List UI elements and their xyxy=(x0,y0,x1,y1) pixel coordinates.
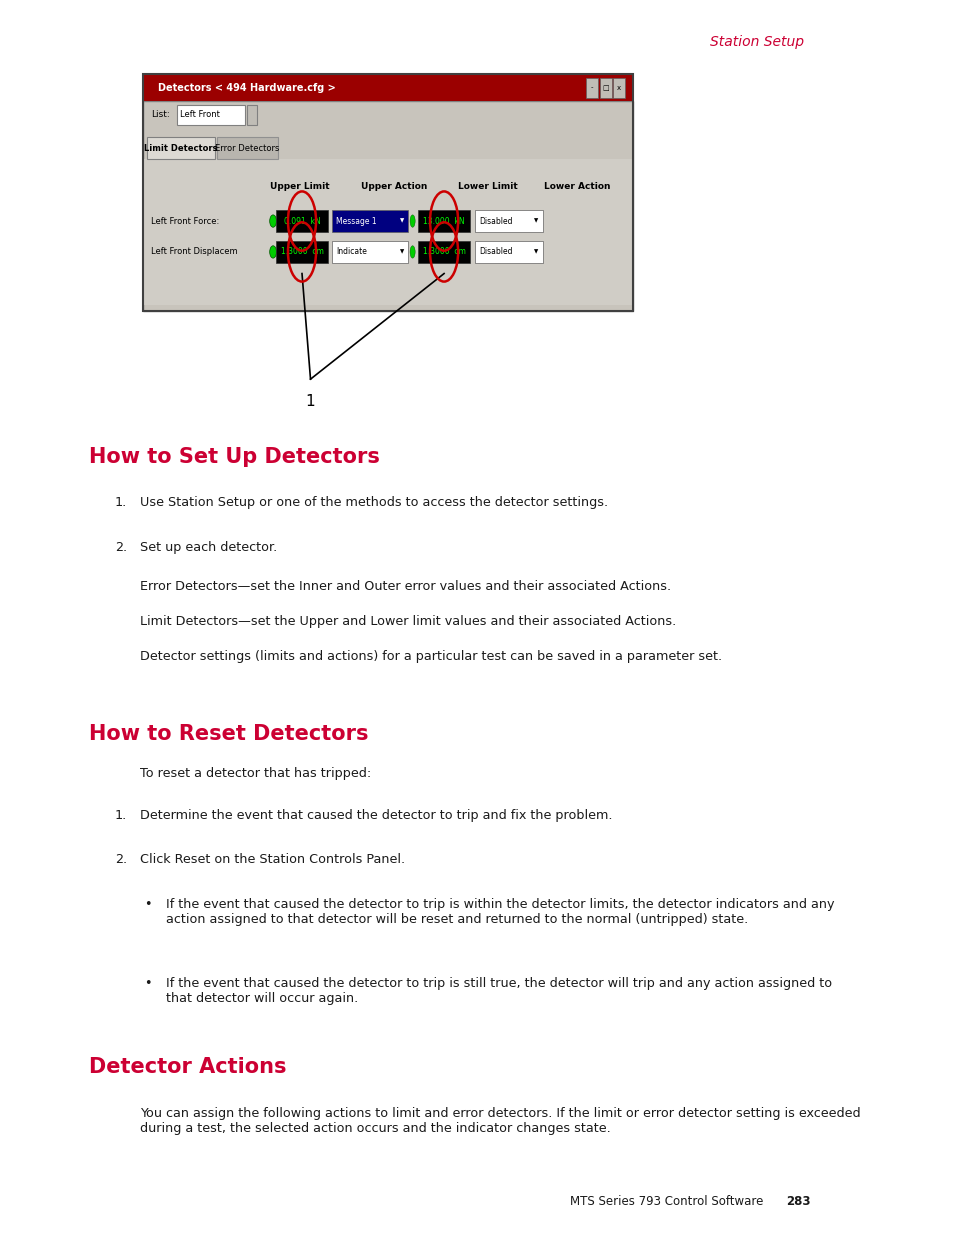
FancyBboxPatch shape xyxy=(332,241,408,263)
Text: 13.000  kN: 13.000 kN xyxy=(423,216,464,226)
Text: Upper Limit: Upper Limit xyxy=(271,182,330,191)
Text: 1.3000  cm: 1.3000 cm xyxy=(280,247,323,257)
Text: 1.: 1. xyxy=(114,496,127,510)
Text: Message 1: Message 1 xyxy=(335,216,376,226)
Ellipse shape xyxy=(270,246,276,258)
FancyBboxPatch shape xyxy=(599,78,611,98)
Text: -: - xyxy=(590,85,593,90)
Text: Detector Actions: Detector Actions xyxy=(90,1057,287,1077)
FancyBboxPatch shape xyxy=(417,241,470,263)
Text: •: • xyxy=(145,977,152,990)
Text: 283: 283 xyxy=(785,1194,810,1208)
Ellipse shape xyxy=(410,246,415,258)
Text: 2.: 2. xyxy=(114,853,127,867)
Text: Error Detectors: Error Detectors xyxy=(215,143,279,153)
Text: You can assign the following actions to limit and error detectors. If the limit : You can assign the following actions to … xyxy=(140,1107,861,1135)
Ellipse shape xyxy=(410,215,415,227)
FancyBboxPatch shape xyxy=(613,78,624,98)
Text: ▼: ▼ xyxy=(399,249,404,254)
FancyBboxPatch shape xyxy=(276,241,327,263)
Text: Use Station Setup or one of the methods to access the detector settings.: Use Station Setup or one of the methods … xyxy=(140,496,608,510)
Text: 1.3000  cm: 1.3000 cm xyxy=(422,247,465,257)
Text: How to Set Up Detectors: How to Set Up Detectors xyxy=(90,447,380,467)
Text: Left Front: Left Front xyxy=(179,110,219,120)
Text: Determine the event that caused the detector to trip and fix the problem.: Determine the event that caused the dete… xyxy=(140,809,612,823)
Text: If the event that caused the detector to trip is still true, the detector will t: If the event that caused the detector to… xyxy=(166,977,831,1005)
Text: MTS Series 793 Control Software: MTS Series 793 Control Software xyxy=(569,1194,762,1208)
Text: ▼: ▼ xyxy=(399,219,404,224)
Text: If the event that caused the detector to trip is within the detector limits, the: If the event that caused the detector to… xyxy=(166,898,834,926)
Text: Left Front Force:: Left Front Force: xyxy=(152,216,219,226)
Text: Detectors < 494 Hardware.cfg >: Detectors < 494 Hardware.cfg > xyxy=(158,83,335,93)
FancyBboxPatch shape xyxy=(247,105,256,125)
Text: Disabled: Disabled xyxy=(478,247,512,257)
FancyBboxPatch shape xyxy=(216,137,278,159)
Text: List:: List: xyxy=(152,110,170,120)
FancyBboxPatch shape xyxy=(276,210,327,232)
Text: 1: 1 xyxy=(305,394,315,409)
Text: Lower Limit: Lower Limit xyxy=(457,182,517,191)
Text: Left Front Displacem: Left Front Displacem xyxy=(152,247,238,257)
Text: Indicate: Indicate xyxy=(335,247,367,257)
Text: Click Reset on the Station Controls Panel.: Click Reset on the Station Controls Pane… xyxy=(140,853,405,867)
Text: Limit Detectors—set the Upper and Lower limit values and their associated Action: Limit Detectors—set the Upper and Lower … xyxy=(140,615,676,629)
Text: ▼: ▼ xyxy=(534,249,537,254)
FancyBboxPatch shape xyxy=(585,78,598,98)
FancyBboxPatch shape xyxy=(475,241,542,263)
Text: How to Reset Detectors: How to Reset Detectors xyxy=(90,724,369,743)
Text: 2.: 2. xyxy=(114,541,127,555)
FancyBboxPatch shape xyxy=(332,210,408,232)
Text: Error Detectors—set the Inner and Outer error values and their associated Action: Error Detectors—set the Inner and Outer … xyxy=(140,580,671,594)
Ellipse shape xyxy=(270,215,276,227)
FancyBboxPatch shape xyxy=(475,210,542,232)
Text: Station Setup: Station Setup xyxy=(709,35,803,48)
FancyBboxPatch shape xyxy=(144,159,632,305)
Text: •: • xyxy=(145,898,152,911)
Text: ▼: ▼ xyxy=(534,219,537,224)
Text: Upper Action: Upper Action xyxy=(360,182,427,191)
FancyBboxPatch shape xyxy=(147,137,215,159)
Text: 0.091  kN: 0.091 kN xyxy=(283,216,320,226)
Text: Lower Action: Lower Action xyxy=(543,182,609,191)
FancyBboxPatch shape xyxy=(176,105,245,125)
Text: Disabled: Disabled xyxy=(478,216,512,226)
FancyBboxPatch shape xyxy=(417,210,470,232)
FancyBboxPatch shape xyxy=(143,101,632,311)
FancyBboxPatch shape xyxy=(143,74,632,101)
Text: x: x xyxy=(617,85,620,90)
Text: To reset a detector that has tripped:: To reset a detector that has tripped: xyxy=(140,767,372,781)
Text: □: □ xyxy=(601,85,608,90)
Text: Set up each detector.: Set up each detector. xyxy=(140,541,277,555)
Text: Detector settings (limits and actions) for a particular test can be saved in a p: Detector settings (limits and actions) f… xyxy=(140,650,721,663)
Text: Limit Detectors: Limit Detectors xyxy=(144,143,217,153)
Text: 1.: 1. xyxy=(114,809,127,823)
